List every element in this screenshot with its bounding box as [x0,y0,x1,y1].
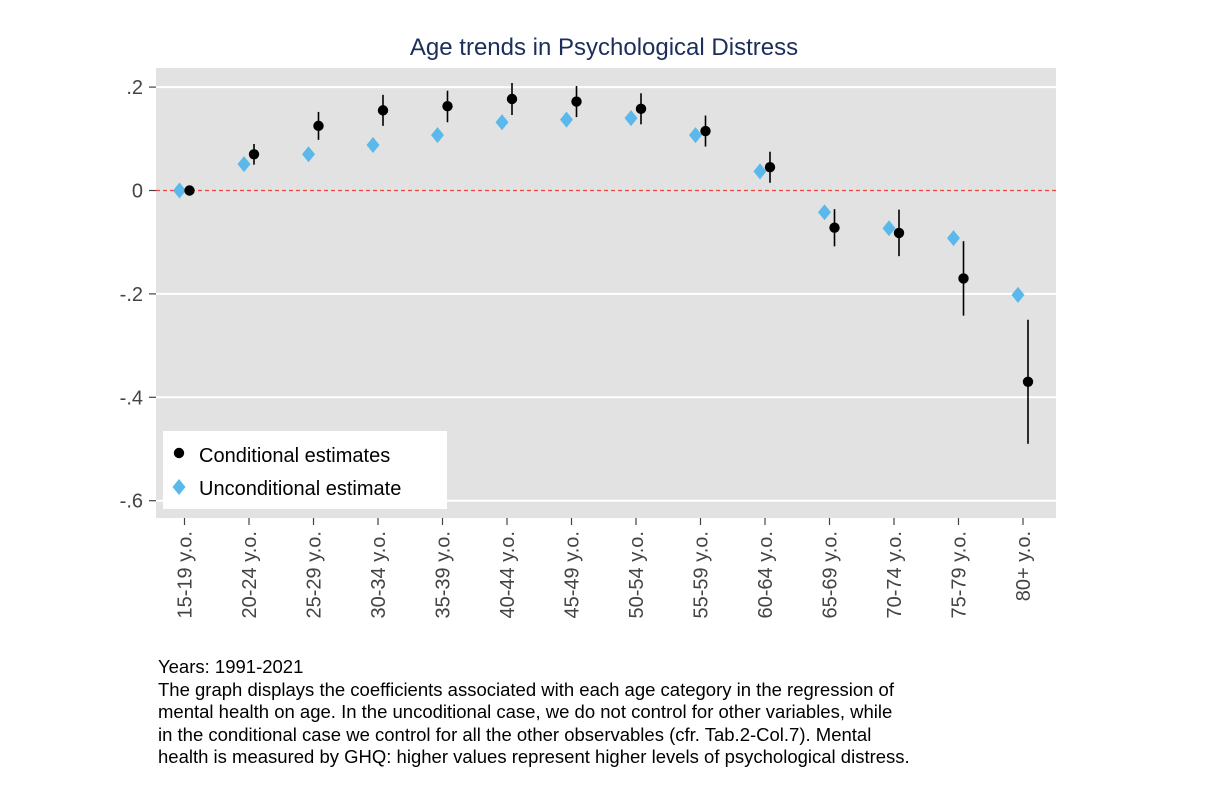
y-tick-label: .2 [126,77,143,99]
conditional-series [184,93,1034,387]
conditional-point [184,185,195,196]
unconditional-point [1011,286,1025,303]
conditional-point [313,120,324,132]
x-tick-label: 30-34 y.o. [368,531,390,618]
x-tick-label: 35-39 y.o. [433,531,455,618]
x-tick-label: 55-59 y.o. [691,531,713,618]
legend: Conditional estimates Unconditional esti… [163,431,447,509]
legend-marker-conditional [173,447,185,459]
y-tick-label: -.2 [120,284,143,306]
y-tick-label: -.6 [120,491,143,513]
x-tick-label: 40-44 y.o. [497,531,519,618]
note-line: health is measured by GHQ: higher values… [158,746,910,767]
legend-marker-unconditional [172,479,186,495]
x-tick-label: 75-79 y.o. [949,531,971,618]
note-line: in the conditional case we control for a… [158,723,872,745]
unconditional-point [431,127,444,144]
x-axis: 15-19 y.o. 20-24 y.o. 25-29 y.o. 30-34 y.o.… [175,518,1035,618]
x-tick-label: 70-74 y.o. [884,531,906,618]
unconditional-series [173,110,1025,303]
x-tick-label: 60-64 y.o. [755,531,777,618]
conditional-point [1022,376,1034,387]
conditional-point [635,103,647,115]
conditional-point [377,105,389,116]
conditional-point [442,101,453,112]
legend-box [163,431,447,509]
y-tick-label: 0 [132,181,143,203]
note-line: mental health on age. In the uncoditiona… [158,701,893,722]
unconditional-point [818,204,831,221]
conditional-point [893,227,905,239]
x-tick-label: 20-24 y.o. [239,531,261,618]
x-tick-label: 15-19 y.o. [175,531,197,618]
chart-title: Age trends in Psychological Distress [410,34,798,61]
y-tick-label: -.4 [120,387,143,409]
legend-label-conditional: Conditional estimates [199,445,390,467]
unconditional-point [947,230,960,247]
unconditional-point [495,114,509,131]
conditional-point [248,149,260,160]
conditional-point [506,93,518,105]
unconditional-point [302,146,315,163]
note-line: Years: 1991-2021 [158,656,304,677]
y-axis: .2 0 -.2 -.4 -.6 [120,77,156,513]
unconditional-point [753,163,767,180]
unconditional-point [173,182,186,199]
x-tick-label: 80+ y.o. [1013,531,1035,601]
conditional-point [958,273,969,284]
unconditional-point [366,137,380,154]
conditional-point [571,96,582,107]
x-tick-label: 45-49 y.o. [562,531,584,618]
note-line: The graph displays the coefficients asso… [158,678,894,700]
x-tick-label: 50-54 y.o. [626,531,648,618]
unconditional-point [624,110,638,127]
figure-note: Years: 1991-2021 The graph displays the … [158,656,1158,769]
unconditional-point [689,127,702,144]
conditional-point [829,222,840,233]
unconditional-point [237,156,251,173]
legend-label-unconditional: Unconditional estimate [199,478,401,500]
conditional-point [700,125,711,137]
unconditional-point [560,111,573,128]
x-tick-label: 25-29 y.o. [304,531,326,618]
x-tick-label: 65-69 y.o. [820,531,842,618]
conditional-point [764,162,776,173]
unconditional-point [882,220,896,237]
